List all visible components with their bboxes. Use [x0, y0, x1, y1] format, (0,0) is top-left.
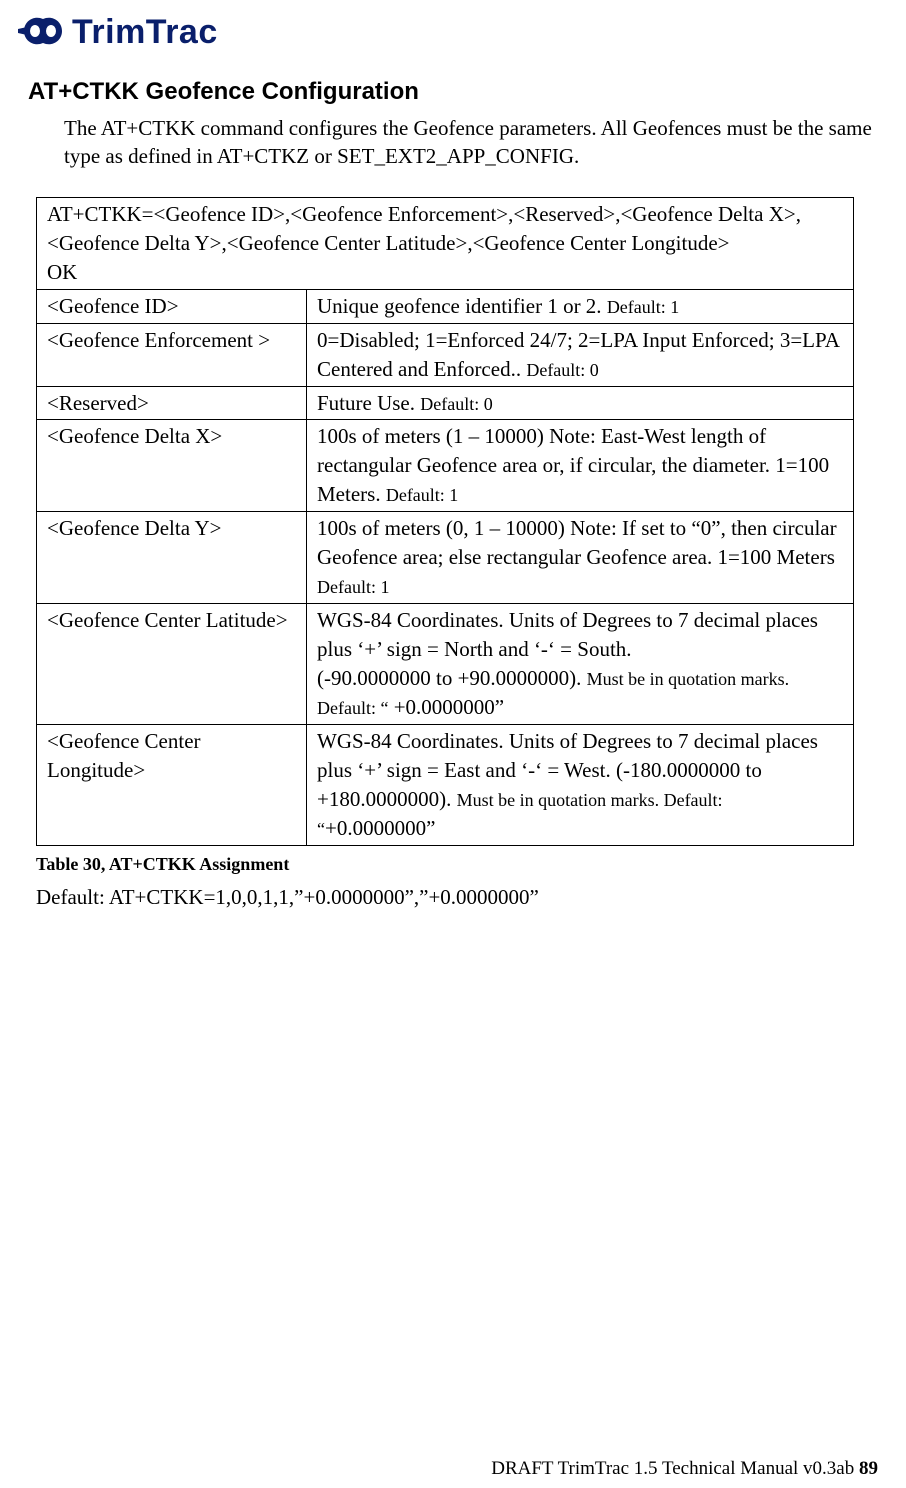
param-desc: 100s of meters (0, 1 – 10000) Note: If s…: [307, 512, 854, 604]
default-label: Default: 1: [317, 577, 389, 597]
param-desc: Future Use. Default: 0: [307, 386, 854, 420]
logo-text: TrimTrac: [72, 13, 218, 52]
desc-text: WGS-84 Coordinates. Units of Degrees to …: [317, 608, 818, 661]
param-name: <Geofence ID>: [37, 289, 307, 323]
section-intro: The AT+CTKK command configures the Geofe…: [64, 114, 878, 171]
table-row: <Reserved> Future Use. Default: 0: [37, 386, 854, 420]
default-value: +0.0000000”: [388, 695, 504, 719]
table-row: AT+CTKK=<Geofence ID>,<Geofence Enforcem…: [37, 197, 854, 289]
table-row: <Geofence Enforcement > 0=Disabled; 1=En…: [37, 323, 854, 386]
param-name: <Reserved>: [37, 386, 307, 420]
default-label: Default: 0: [420, 394, 492, 414]
table-header-cell: AT+CTKK=<Geofence ID>,<Geofence Enforcem…: [37, 197, 854, 289]
footer-text: DRAFT TrimTrac 1.5 Technical Manual v0.3…: [491, 1458, 859, 1479]
param-name: <Geofence Delta Y>: [37, 512, 307, 604]
table-row: <Geofence ID> Unique geofence identifier…: [37, 289, 854, 323]
table-row: <Geofence Delta X> 100s of meters (1 – 1…: [37, 420, 854, 512]
default-label: Default: 0: [526, 360, 598, 380]
table-row: <Geofence Center Latitude> WGS-84 Coordi…: [37, 604, 854, 725]
param-desc: Unique geofence identifier 1 or 2. Defau…: [307, 289, 854, 323]
logo-area: TrimTrac: [0, 0, 906, 58]
desc-text: 100s of meters (0, 1 – 10000) Note: If s…: [317, 516, 837, 569]
table-row: <Geofence Center Longitude> WGS-84 Coord…: [37, 725, 854, 846]
param-desc: WGS-84 Coordinates. Units of Degrees to …: [307, 604, 854, 725]
params-table: AT+CTKK=<Geofence ID>,<Geofence Enforcem…: [36, 197, 854, 846]
logo-icon: [18, 13, 64, 51]
page-footer: DRAFT TrimTrac 1.5 Technical Manual v0.3…: [491, 1458, 878, 1480]
desc-range: (-90.0000000 to +90.0000000).: [317, 666, 581, 690]
desc-text: Future Use.: [317, 391, 415, 415]
page-content: AT+CTKK Geofence Configuration The AT+CT…: [0, 58, 906, 910]
section-title: AT+CTKK Geofence Configuration: [28, 78, 878, 106]
desc-text: Unique geofence identifier 1 or 2.: [317, 294, 602, 318]
param-desc: WGS-84 Coordinates. Units of Degrees to …: [307, 725, 854, 846]
param-name: <Geofence Delta X>: [37, 420, 307, 512]
param-name: <Geofence Center Longitude>: [37, 725, 307, 846]
page-number: 89: [859, 1458, 878, 1479]
default-label: Default: 1: [386, 485, 458, 505]
param-name: <Geofence Center Latitude>: [37, 604, 307, 725]
table-row: <Geofence Delta Y> 100s of meters (0, 1 …: [37, 512, 854, 604]
default-value: +0.0000000”: [325, 816, 435, 840]
table-caption: Table 30, AT+CTKK Assignment: [36, 854, 878, 875]
default-label: Default: 1: [607, 297, 679, 317]
param-desc: 0=Disabled; 1=Enforced 24/7; 2=LPA Input…: [307, 323, 854, 386]
param-desc: 100s of meters (1 – 10000) Note: East-We…: [307, 420, 854, 512]
param-name: <Geofence Enforcement >: [37, 323, 307, 386]
default-command-line: Default: AT+CTKK=1,0,0,1,1,”+0.0000000”,…: [36, 885, 878, 910]
